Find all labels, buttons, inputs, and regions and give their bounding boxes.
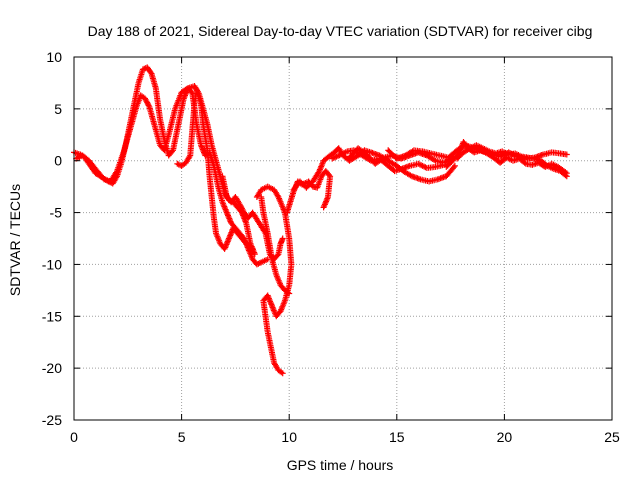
- data-point-markers: [443, 139, 570, 177]
- y-tick-label: -5: [50, 205, 63, 221]
- y-tick-label: -15: [42, 308, 62, 324]
- data-point-markers: [253, 183, 295, 377]
- data-point-markers: [174, 87, 256, 252]
- x-tick-label: 5: [178, 429, 186, 445]
- x-tick-labels: 0 5 10 15 20 25: [70, 429, 620, 445]
- x-tick-label: 10: [281, 429, 297, 445]
- data-track: [454, 142, 570, 180]
- data-track: [258, 194, 293, 297]
- data-track: [290, 145, 458, 193]
- y-tick-labels: 10 5 0 -5 -10 -15 -20 -25: [42, 49, 62, 428]
- grid-lines: [74, 57, 612, 420]
- y-tick-label: -20: [42, 360, 62, 376]
- y-tick-label: 0: [54, 153, 62, 169]
- y-tick-label: -25: [42, 412, 62, 428]
- y-axis-label: SDTVAR / TECUs: [7, 184, 23, 296]
- y-tick-label: 5: [54, 101, 62, 117]
- data-track: [284, 168, 334, 216]
- data-series: [71, 64, 570, 377]
- data-track: [174, 87, 256, 252]
- x-tick-label: 15: [389, 429, 405, 445]
- x-axis-label: GPS time / hours: [287, 457, 394, 473]
- data-point-markers: [284, 168, 334, 216]
- data-point-markers: [258, 194, 293, 297]
- chart-title: Day 188 of 2021, Sidereal Day-to-day VTE…: [88, 23, 593, 39]
- plot-frame: [73, 56, 613, 421]
- data-track: [443, 139, 570, 177]
- x-tick-label: 0: [70, 429, 78, 445]
- data-point-markers: [454, 142, 570, 180]
- axis-ticks: [73, 56, 613, 421]
- x-tick-label: 25: [604, 429, 620, 445]
- data-point-markers: [290, 145, 458, 193]
- y-tick-label: -10: [42, 256, 62, 272]
- data-track: [253, 183, 295, 377]
- x-tick-label: 20: [497, 429, 513, 445]
- y-tick-label: 10: [46, 49, 62, 65]
